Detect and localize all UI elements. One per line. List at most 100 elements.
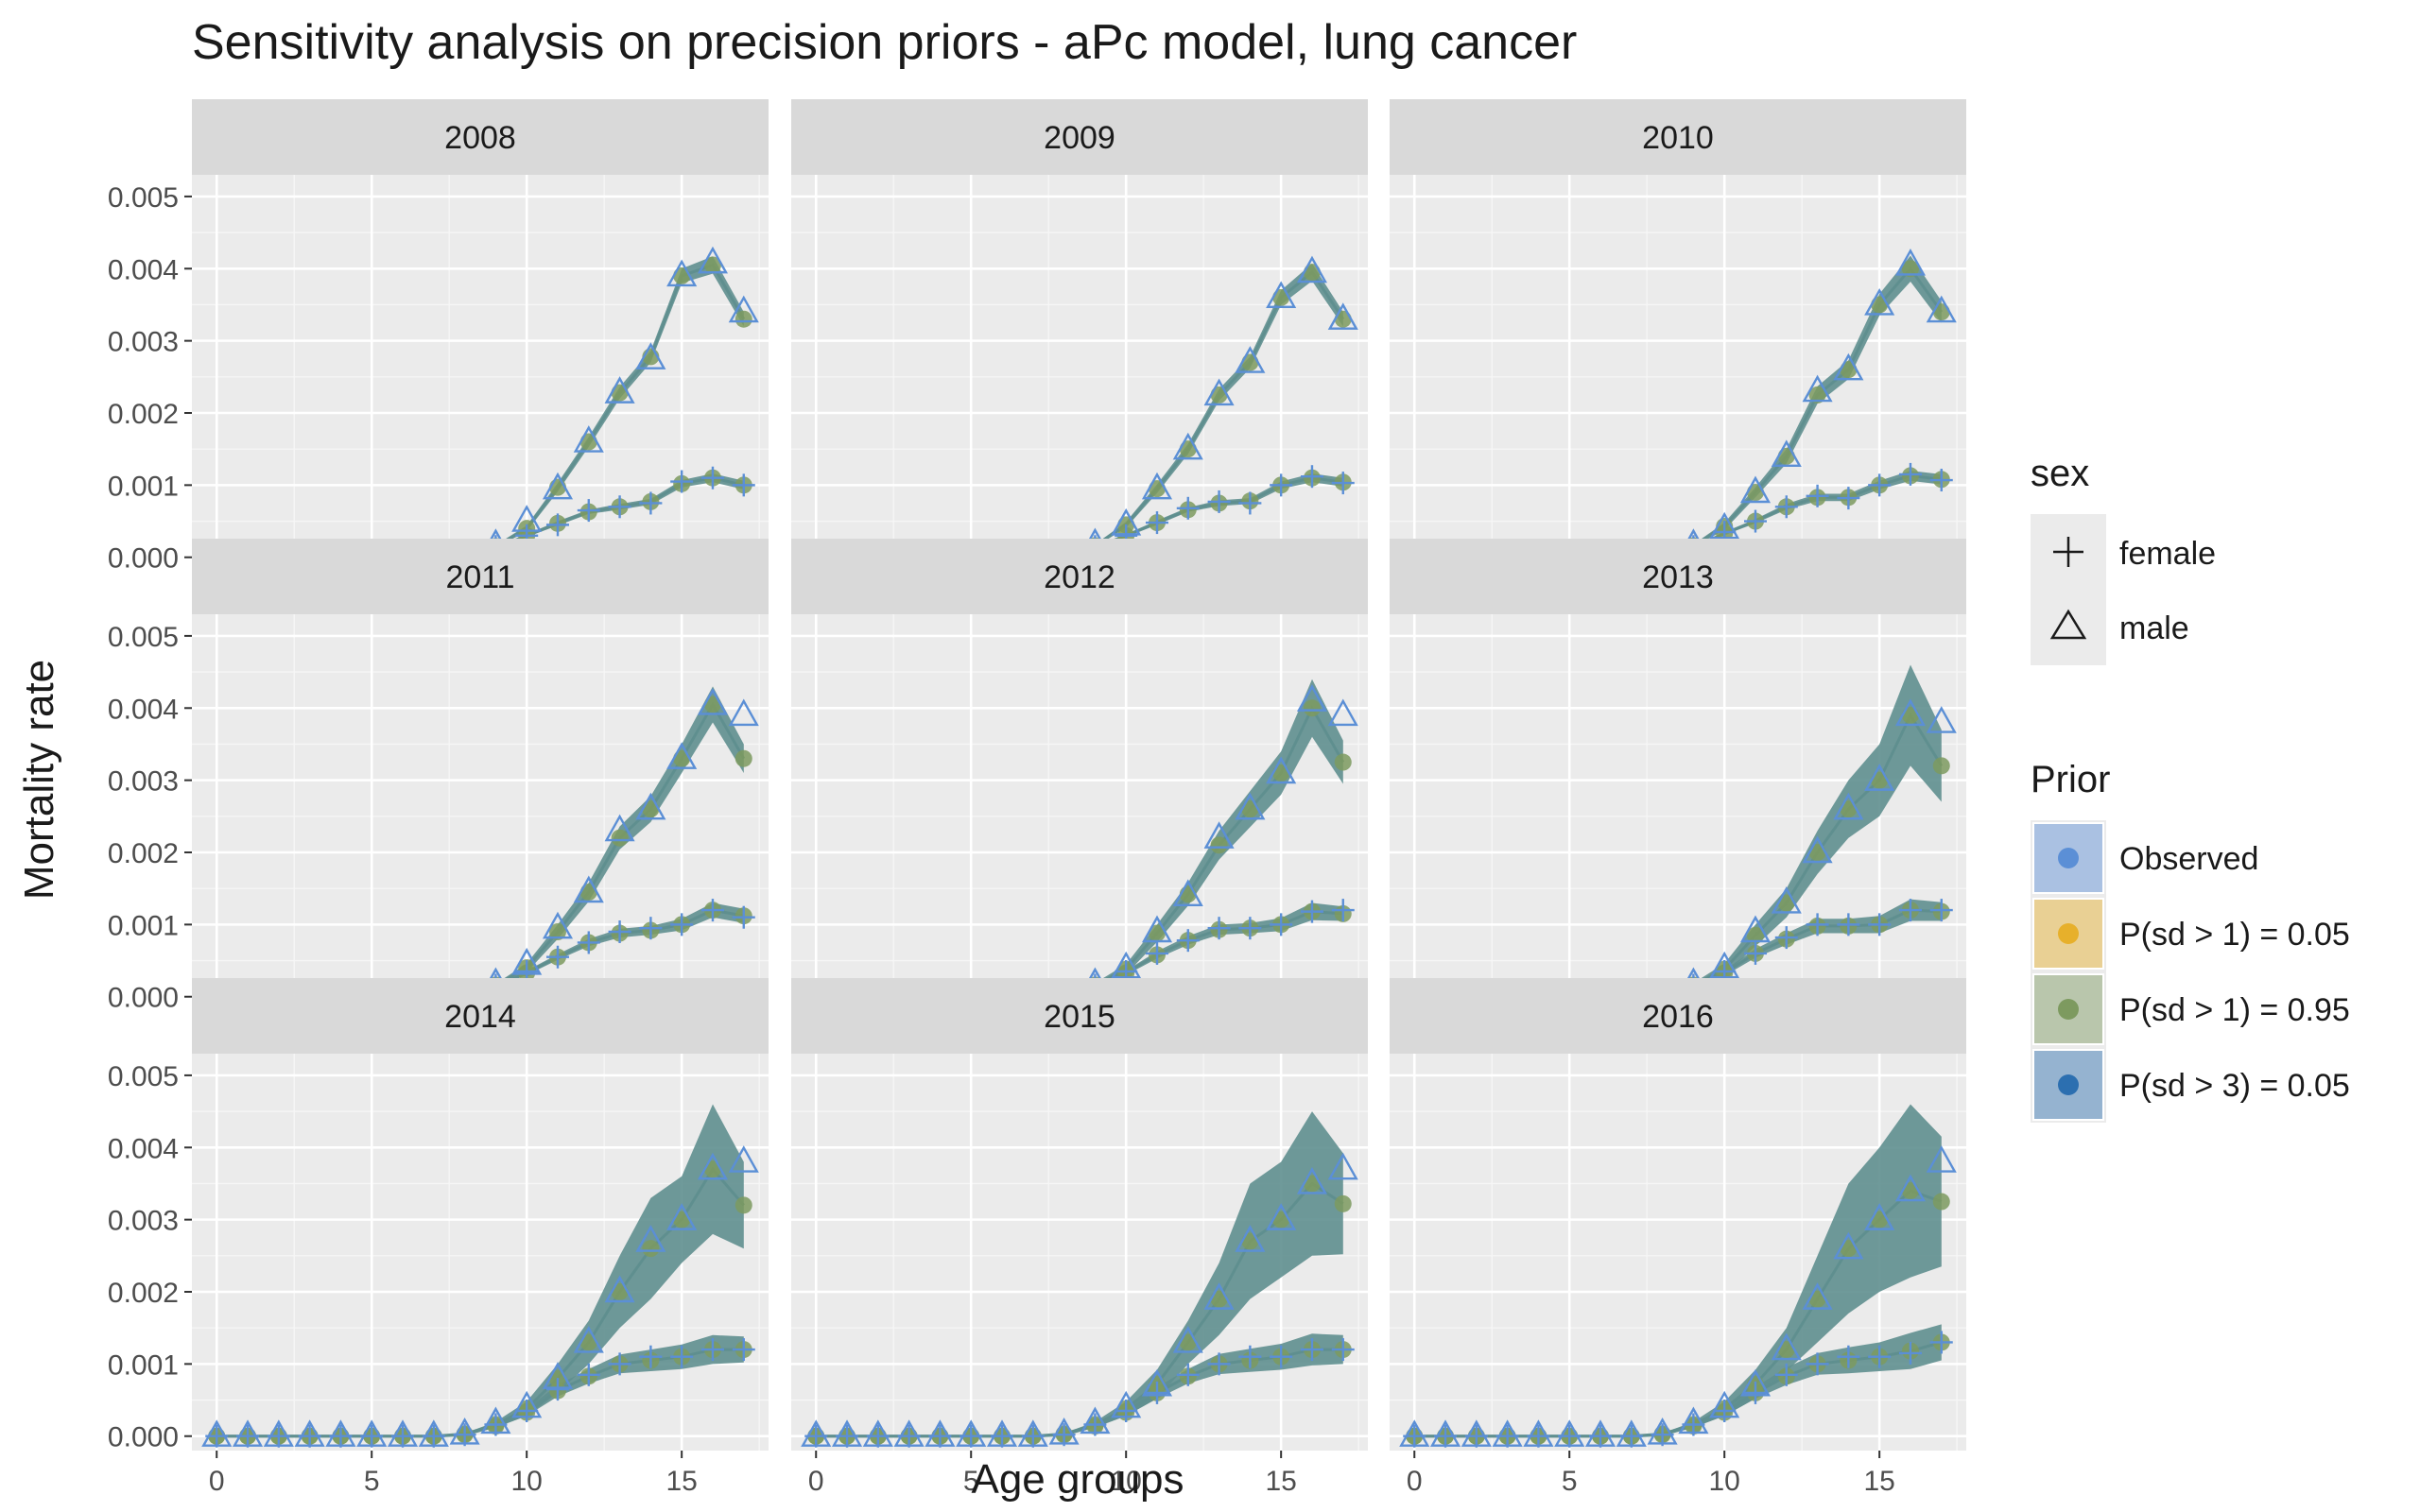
male-observed-point bbox=[1926, 295, 1957, 323]
facet-label: 2009 bbox=[1044, 120, 1115, 156]
legend-prior-swatch bbox=[2032, 1049, 2104, 1121]
female-observed-point bbox=[1558, 1424, 1582, 1448]
female-observed-point bbox=[639, 917, 663, 940]
male-fitted-point bbox=[1932, 757, 1950, 775]
female-observed-point bbox=[329, 1424, 353, 1448]
female-observed-point bbox=[928, 1424, 952, 1448]
female-observed-point bbox=[1929, 899, 1953, 922]
male-observed-point bbox=[1894, 248, 1927, 276]
male-observed-point bbox=[604, 1275, 635, 1303]
facet-label: 2010 bbox=[1642, 120, 1714, 156]
female-observed-point bbox=[1115, 1400, 1138, 1422]
male-observed-point bbox=[1739, 915, 1772, 943]
triangle-icon bbox=[2049, 609, 2087, 640]
male-observed-point bbox=[666, 259, 698, 287]
male-observed-point bbox=[635, 792, 666, 820]
female-observed-point bbox=[608, 920, 631, 943]
male-observed-point bbox=[1894, 698, 1927, 727]
x-tick-label: 5 bbox=[364, 1466, 380, 1497]
female-observed-point bbox=[1403, 1424, 1426, 1448]
female-observed-point bbox=[1270, 473, 1293, 497]
legend-prior-title: Prior bbox=[2031, 759, 2110, 800]
male-observed-point bbox=[1739, 475, 1772, 504]
panel-background bbox=[192, 614, 769, 1011]
male-fitted-point bbox=[1840, 1240, 1858, 1258]
male-observed-point bbox=[1203, 821, 1235, 849]
y-tick-label: 0.004 bbox=[108, 1133, 179, 1164]
female-observed-point bbox=[391, 1424, 415, 1448]
legend-prior-item: P(sd > 3) = 0.05 bbox=[2119, 1068, 2350, 1104]
male-fitted-point bbox=[1241, 800, 1259, 818]
x-tick-label: 0 bbox=[1407, 1466, 1423, 1497]
female-observed-point bbox=[360, 1424, 384, 1448]
facet-strip bbox=[791, 99, 1368, 175]
female-observed-point bbox=[1270, 913, 1293, 936]
x-tick-label: 10 bbox=[511, 1466, 543, 1497]
female-observed-point bbox=[639, 491, 663, 515]
male-observed-point bbox=[604, 376, 635, 404]
facet-strip bbox=[791, 978, 1368, 1054]
female-observed-point bbox=[1331, 1338, 1355, 1362]
panel-background bbox=[791, 614, 1368, 1011]
male-credible-ribbon bbox=[1414, 255, 1942, 558]
legend-sex-title: sex bbox=[2031, 453, 2089, 494]
female-observed-point bbox=[1743, 941, 1767, 965]
male-credible-ribbon bbox=[216, 1104, 744, 1436]
male-fitted-point bbox=[1901, 1182, 1919, 1200]
male-fitted-point bbox=[1840, 361, 1858, 379]
legend-prior-dot bbox=[2058, 999, 2079, 1020]
male-observed-point bbox=[1833, 792, 1864, 820]
female-observed-point bbox=[1806, 1352, 1829, 1376]
female-observed-point bbox=[515, 1400, 539, 1422]
male-observed-point bbox=[1296, 255, 1328, 284]
male-fitted-point bbox=[642, 1240, 660, 1258]
male-fitted-point bbox=[1777, 447, 1795, 465]
male-observed-point bbox=[697, 687, 729, 715]
female-observed-point bbox=[1464, 1424, 1488, 1448]
legend-prior-dot bbox=[2058, 848, 2079, 868]
facet-strip bbox=[1390, 978, 1966, 1054]
male-fitted-point bbox=[1871, 771, 1889, 789]
facet-label: 2012 bbox=[1044, 559, 1115, 595]
male-observed-point bbox=[1771, 439, 1802, 468]
female-observed-point bbox=[1898, 462, 1922, 486]
male-fitted-point bbox=[579, 1333, 597, 1351]
male-observed-point bbox=[635, 1225, 666, 1252]
x-tick-label: 5 bbox=[963, 1466, 979, 1497]
female-observed-point bbox=[1300, 465, 1323, 489]
male-fitted-point bbox=[735, 1196, 752, 1214]
male-observed-point bbox=[1172, 1325, 1203, 1353]
panel-background bbox=[1390, 175, 1966, 572]
facet-panel: 2008 0.000 0.001 0.002 0.003 0.004 0.005 bbox=[108, 99, 769, 575]
male-observed-point bbox=[1327, 302, 1358, 330]
male-fitted-point bbox=[611, 384, 629, 402]
male-fitted-point bbox=[1932, 1193, 1950, 1211]
female-observed-point bbox=[205, 1424, 229, 1448]
y-tick-label: 0.003 bbox=[108, 766, 179, 798]
male-observed-point bbox=[1864, 1203, 1895, 1230]
male-observed-point bbox=[1266, 281, 1297, 309]
male-observed-point bbox=[1296, 1166, 1328, 1194]
male-fitted-point bbox=[1179, 1333, 1197, 1351]
panel-background bbox=[192, 175, 769, 572]
male-observed-point bbox=[697, 246, 729, 274]
male-fitted-point bbox=[1148, 480, 1166, 498]
facet-label: 2008 bbox=[444, 120, 516, 156]
legend-prior-item: P(sd > 1) = 0.05 bbox=[2119, 917, 2350, 953]
female-observed-point bbox=[1774, 1363, 1798, 1386]
facet-panel: 2010 bbox=[1390, 99, 1966, 572]
male-observed-point bbox=[1327, 1152, 1358, 1180]
female-credible-ribbon bbox=[1414, 471, 1942, 558]
male-fitted-point bbox=[1179, 440, 1197, 458]
male-observed-point bbox=[635, 342, 666, 369]
male-observed-point bbox=[542, 911, 574, 939]
male-fitted-point bbox=[1303, 699, 1321, 717]
female-observed-point bbox=[1929, 1331, 1953, 1354]
male-observed-point bbox=[1235, 346, 1266, 373]
facet-panel: 2011 0.000 0.001 0.002 0.003 0.004 0.005 bbox=[108, 539, 769, 1014]
male-fitted-point bbox=[1808, 1290, 1826, 1308]
y-tick-label: 0.002 bbox=[108, 399, 179, 430]
male-fitted-point bbox=[1272, 765, 1290, 782]
female-observed-point bbox=[1589, 1424, 1613, 1448]
male-observed-point bbox=[1141, 472, 1173, 500]
